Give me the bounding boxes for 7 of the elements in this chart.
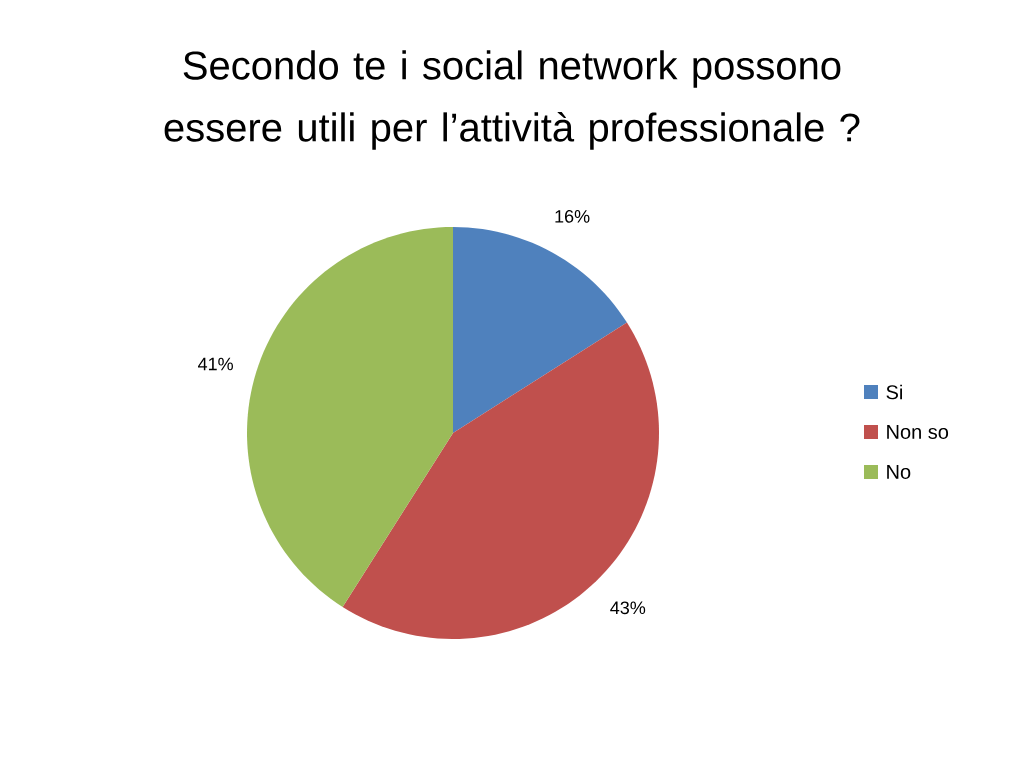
data-label: 16% — [555, 209, 590, 223]
legend-label: No — [887, 465, 911, 479]
data-label: 43% — [610, 601, 646, 615]
data-label: 41% — [198, 357, 233, 371]
legend-label: Si — [886, 384, 902, 400]
chart-title: Secondo te i social network possono essere utili per l’attività professionale ? — [164, 50, 860, 150]
legend-label: Non so — [887, 425, 949, 439]
